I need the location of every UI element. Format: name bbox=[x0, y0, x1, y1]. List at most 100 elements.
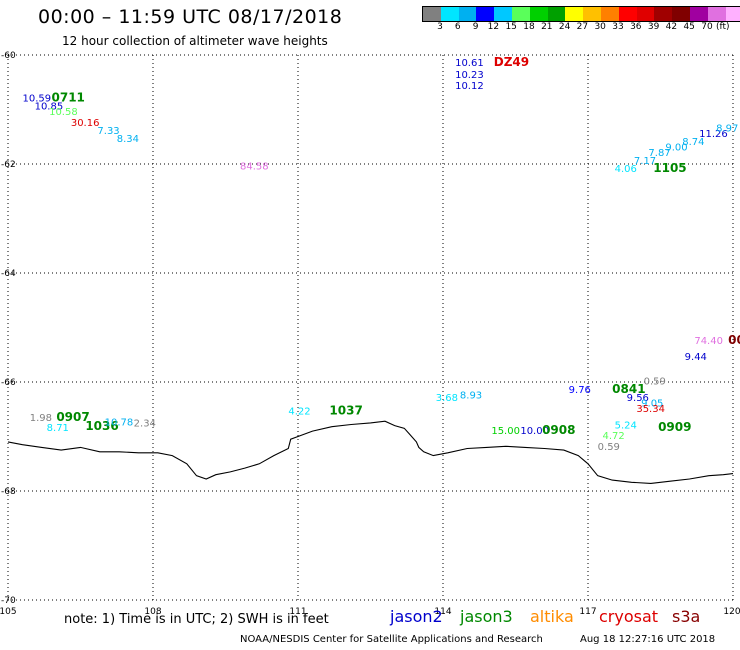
color-legend-label: 27 bbox=[576, 22, 589, 32]
lat-tick-label: -60 bbox=[1, 51, 16, 61]
color-swatch bbox=[476, 7, 495, 21]
color-swatch bbox=[423, 7, 441, 21]
color-swatch bbox=[547, 7, 566, 21]
color-legend-label: 42 bbox=[665, 22, 678, 32]
wave-height-label: 10.23 bbox=[455, 70, 484, 81]
color-legend-label: 21 bbox=[541, 22, 553, 32]
wave-height-label: 0.59 bbox=[598, 442, 620, 453]
observation-time-label: 1105 bbox=[653, 161, 686, 175]
wave-height-label: 10.58 bbox=[49, 107, 78, 118]
wave-height-label: 35.34 bbox=[636, 404, 665, 415]
observation-time-label: 0841 bbox=[612, 382, 645, 396]
observation-time-label: 0909 bbox=[658, 420, 691, 434]
color-legend-label: 39 bbox=[647, 22, 660, 32]
color-legend-label: 36 bbox=[630, 22, 642, 32]
color-swatch bbox=[529, 7, 548, 21]
satellite-legend-item: jason3 bbox=[460, 607, 513, 626]
lon-tick-label: 105 bbox=[0, 607, 17, 617]
wave-height-label: 10.00 bbox=[520, 426, 549, 437]
wave-height-label: 10.78 bbox=[105, 418, 134, 429]
page-title: 00:00 – 11:59 UTC 08/17/2018 bbox=[38, 6, 343, 28]
wave-height-label: 0.59 bbox=[644, 377, 666, 388]
wave-height-label: 4.06 bbox=[615, 164, 637, 175]
wave-height-label: 15.00 bbox=[491, 426, 520, 437]
color-legend-label: 6 bbox=[454, 22, 461, 32]
color-legend-unit: (ft) bbox=[716, 22, 730, 32]
wave-height-label: 1.98 bbox=[30, 413, 52, 424]
color-legend-bar bbox=[422, 6, 740, 22]
wave-height-label: 7.17 bbox=[634, 156, 656, 167]
color-swatch bbox=[725, 7, 740, 21]
wave-height-label: 9.56 bbox=[627, 393, 649, 404]
wave-height-label: 9.00 bbox=[665, 142, 687, 153]
wave-height-label: 8.74 bbox=[682, 137, 704, 148]
footnote: note: 1) Time is in UTC; 2) SWH is in fe… bbox=[64, 612, 329, 627]
color-legend-label: 70 bbox=[701, 22, 713, 32]
lon-tick-label: 120 bbox=[723, 607, 740, 617]
color-legend-label: 15 bbox=[505, 22, 517, 32]
color-swatch bbox=[583, 7, 601, 21]
wave-height-label: 10.59 bbox=[23, 93, 52, 104]
wave-height-label: 3.68 bbox=[436, 393, 458, 404]
wave-height-label: 10.85 bbox=[35, 102, 64, 113]
wave-height-label: 2.34 bbox=[134, 419, 156, 430]
color-legend-label: 3 bbox=[437, 22, 443, 32]
generated-timestamp: Aug 18 12:27:16 UTC 2018 bbox=[580, 634, 716, 645]
color-swatch bbox=[440, 7, 459, 21]
observation-time-label: 1036 bbox=[85, 419, 118, 433]
wave-height-label: 9.44 bbox=[685, 352, 707, 363]
observation-time-label: 0711 bbox=[52, 90, 85, 104]
wave-height-label: 7.87 bbox=[648, 148, 670, 159]
color-legend-label: 12 bbox=[487, 22, 500, 32]
credit-footer: NOAA/NESDIS Center for Satellite Applica… bbox=[240, 634, 543, 645]
observation-time-label: 0907 bbox=[56, 410, 89, 424]
color-legend-label: 30 bbox=[594, 22, 606, 32]
wave-height-label: 9.05 bbox=[641, 399, 663, 410]
color-swatch bbox=[654, 7, 673, 21]
observation-time-label: 1037 bbox=[329, 404, 362, 418]
wave-height-label: 9.76 bbox=[569, 385, 591, 396]
lat-tick-label: -66 bbox=[1, 378, 16, 388]
satellite-legend-item: jason2 bbox=[390, 607, 443, 626]
wave-height-label: 84.58 bbox=[240, 161, 269, 172]
color-legend-label: 24 bbox=[558, 22, 571, 32]
wave-height-label: 8.34 bbox=[117, 134, 139, 145]
satellite-legend-item: cryosat bbox=[599, 607, 659, 626]
lat-tick-label: -64 bbox=[1, 269, 16, 279]
wave-height-label: 5.24 bbox=[615, 420, 637, 431]
coastline bbox=[7, 420, 734, 484]
lon-tick-label: 114 bbox=[434, 607, 451, 617]
color-legend-label: 45 bbox=[683, 22, 695, 32]
wave-height-label: 4.22 bbox=[288, 407, 310, 418]
map-grid bbox=[7, 54, 734, 601]
satellite-legend-item: altika bbox=[530, 607, 574, 626]
wave-height-label: 7.33 bbox=[97, 126, 119, 137]
lon-tick-label: 108 bbox=[144, 607, 161, 617]
wave-height-label: 10.12 bbox=[455, 81, 484, 92]
wave-height-label: 30.16 bbox=[71, 118, 100, 129]
color-swatch bbox=[458, 7, 477, 21]
observation-time-label: 0051 bbox=[728, 333, 740, 347]
color-swatch bbox=[636, 7, 655, 21]
wave-height-label: 74.40 bbox=[694, 336, 723, 347]
lat-tick-label: -62 bbox=[1, 160, 16, 170]
lat-tick-label: -68 bbox=[1, 487, 16, 497]
color-swatch bbox=[565, 7, 584, 21]
wave-height-label: 10.61 bbox=[455, 58, 484, 69]
satellite-legend-item: s3a bbox=[672, 607, 701, 626]
color-swatch bbox=[600, 7, 619, 21]
observation-time-label: DZ49 bbox=[494, 55, 529, 69]
color-swatch bbox=[707, 7, 726, 21]
wave-height-label: 8.93 bbox=[460, 390, 482, 401]
wave-height-label: 11.26 bbox=[699, 129, 728, 140]
color-legend-label: 9 bbox=[472, 22, 479, 32]
color-legend-label: 33 bbox=[612, 22, 624, 32]
lon-tick-label: 111 bbox=[289, 607, 306, 617]
wave-height-label: 8.71 bbox=[47, 423, 69, 434]
color-swatch bbox=[494, 7, 512, 21]
lat-tick-label: -70 bbox=[1, 596, 16, 606]
page-subtitle: 12 hour collection of altimeter wave hei… bbox=[62, 34, 328, 48]
